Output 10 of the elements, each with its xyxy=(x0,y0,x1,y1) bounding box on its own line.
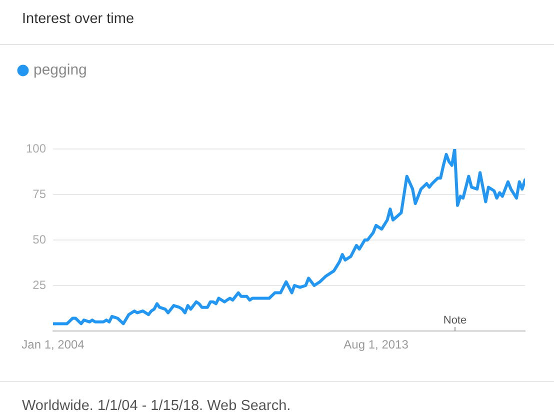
x-tick-label: Jan 1, 2004 xyxy=(22,338,85,352)
y-tick-label: 50 xyxy=(32,232,46,246)
text: Worldwide. 1/1/04 - 1/15/18. Web Search. xyxy=(22,398,291,415)
y-tick-label: 100 xyxy=(26,141,46,156)
annotation: Note xyxy=(443,314,467,327)
chart-title: Interest over time xyxy=(22,11,134,28)
y-tick-label: 25 xyxy=(32,278,46,292)
y-tick-label: 75 xyxy=(32,186,46,201)
legend-label: pegging xyxy=(34,62,87,79)
x-tick-label: Aug 1, 2013 xyxy=(344,338,409,352)
